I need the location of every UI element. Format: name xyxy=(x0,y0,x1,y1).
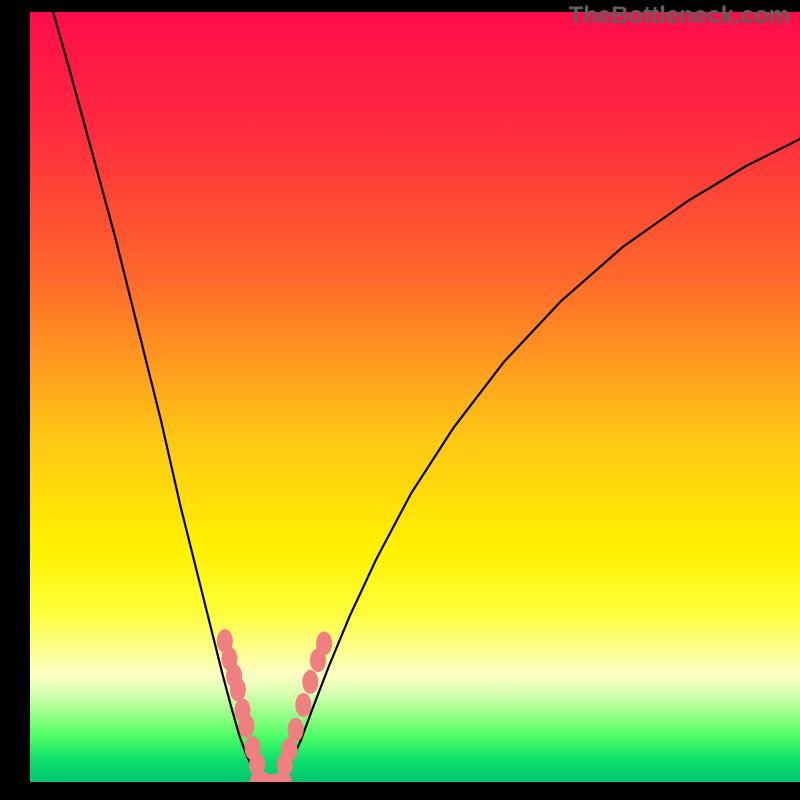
gradient-bg xyxy=(30,12,800,782)
chart-root: TheBottleneck.com xyxy=(0,0,800,800)
marker-left xyxy=(238,714,254,738)
marker-left xyxy=(230,678,246,702)
marker-right xyxy=(302,670,318,694)
chart-plot xyxy=(30,12,800,782)
marker-right xyxy=(295,693,311,717)
marker-right xyxy=(316,631,332,655)
marker-right xyxy=(288,718,304,742)
watermark-text: TheBottleneck.com xyxy=(569,2,790,30)
